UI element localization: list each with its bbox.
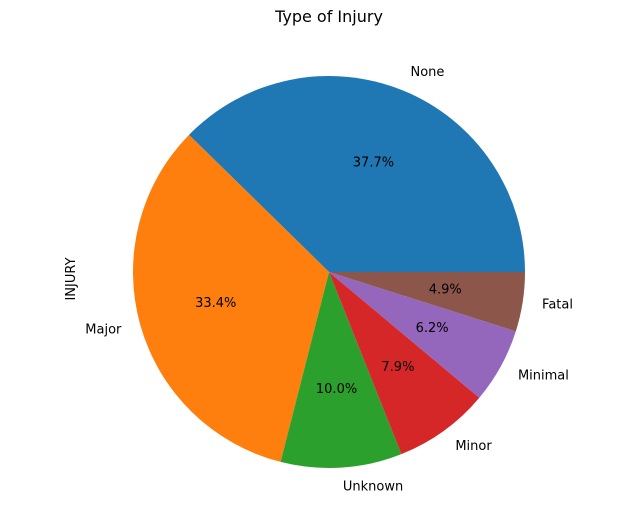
pie-slices bbox=[133, 75, 525, 468]
y-axis-label: INJURY bbox=[64, 257, 79, 300]
slice-label-fatal: Fatal bbox=[542, 298, 573, 313]
pie-slice-fatal bbox=[329, 272, 525, 332]
slice-percent-fatal: 4.9% bbox=[429, 283, 462, 298]
slice-percent-minimal: 6.2% bbox=[416, 321, 449, 336]
slice-percent-none: 37.7% bbox=[353, 156, 394, 171]
slice-percent-unknown: 10.0% bbox=[316, 382, 357, 397]
pie-slice-unknown bbox=[280, 272, 402, 468]
slice-label-minimal: Minimal bbox=[518, 368, 569, 383]
slice-percent-major: 33.4% bbox=[195, 296, 236, 311]
pie-slice-minimal bbox=[329, 272, 516, 398]
pie-percent-labels: 37.7% 33.4% 10.0% 7.9% 6.2% 4.9% bbox=[195, 156, 462, 397]
pie-category-labels: None Major Unknown Minor Minimal Fatal bbox=[85, 65, 573, 495]
slice-label-none: None bbox=[410, 65, 444, 80]
slice-label-minor: Minor bbox=[455, 439, 492, 454]
slice-label-major: Major bbox=[85, 323, 122, 338]
pie-slice-major bbox=[133, 134, 329, 462]
pie-slice-minor bbox=[329, 272, 480, 455]
pie-slice-none bbox=[189, 75, 525, 272]
slice-percent-minor: 7.9% bbox=[381, 360, 414, 375]
chart-title: Type of Injury bbox=[274, 7, 383, 26]
slice-label-unknown: Unknown bbox=[343, 480, 403, 495]
